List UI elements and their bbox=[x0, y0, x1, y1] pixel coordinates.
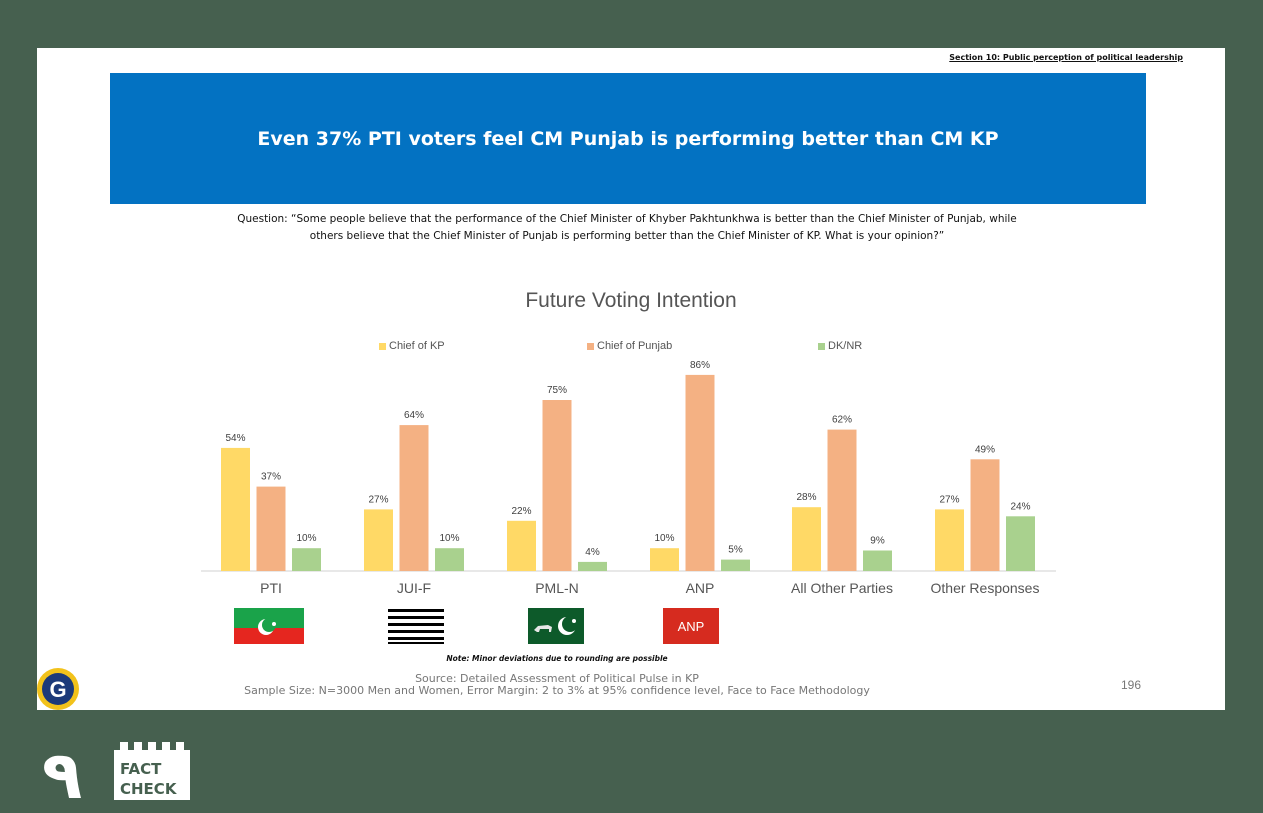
bar bbox=[221, 447, 250, 571]
legend-swatch bbox=[379, 342, 386, 350]
jui-f-flag-icon bbox=[388, 608, 444, 644]
page-number: 196 bbox=[1120, 678, 1141, 692]
logo-check: CHECK bbox=[120, 780, 178, 798]
report-slide: Section 10: Public perception of politic… bbox=[37, 48, 1225, 710]
category-label: JUI-F bbox=[397, 580, 431, 596]
bar bbox=[970, 459, 1000, 571]
bar bbox=[792, 507, 821, 571]
rounding-note: Note: Minor deviations due to rounding a… bbox=[446, 654, 668, 663]
bar-chart: 54% 37% 10% PTI 27% 64% 10% JUI-F 22% 75% 4% PML-N 1… bbox=[201, 360, 1056, 596]
fact-check-logo-icon: ٩ FACT CHECK bbox=[42, 742, 190, 802]
source-line: Source: Detailed Assessment of Political… bbox=[415, 672, 699, 685]
survey-question: Question: “Some people believe that the … bbox=[147, 211, 1107, 245]
data-label: 22% bbox=[511, 506, 531, 517]
data-label: 9% bbox=[870, 536, 885, 547]
bar bbox=[578, 561, 607, 571]
bar bbox=[364, 509, 393, 571]
g-badge-icon: G bbox=[37, 668, 79, 710]
banner-title: Even 37% PTI voters feel CM Punjab is pe… bbox=[257, 127, 999, 150]
data-label: 24% bbox=[1010, 501, 1030, 512]
bar bbox=[292, 548, 321, 571]
anp-flag-label: ANP bbox=[677, 618, 705, 634]
bar bbox=[721, 559, 750, 571]
legend-item: Chief of Punjab bbox=[587, 340, 672, 352]
chart-title: Future Voting Intention bbox=[525, 289, 737, 312]
data-label: 64% bbox=[404, 410, 424, 421]
category-label: All Other Parties bbox=[791, 580, 893, 596]
data-label: 4% bbox=[585, 547, 600, 558]
category-label: Other Responses bbox=[931, 580, 1040, 596]
bar bbox=[685, 374, 715, 571]
bar bbox=[827, 429, 857, 571]
legend-item: DK/NR bbox=[818, 340, 862, 352]
legend-label: DK/NR bbox=[828, 340, 863, 352]
data-label: 10% bbox=[296, 533, 316, 544]
g-badge-letter: G bbox=[49, 677, 66, 702]
anp-flag-icon: ANP bbox=[663, 608, 719, 644]
legend-label: Chief of KP bbox=[389, 340, 445, 352]
sample-size-line: Sample Size: N=3000 Men and Women, Error… bbox=[244, 684, 870, 697]
data-label: 37% bbox=[261, 472, 281, 483]
bar bbox=[863, 550, 892, 571]
bar bbox=[256, 486, 286, 571]
data-label: 10% bbox=[654, 533, 674, 544]
data-label: 54% bbox=[225, 433, 245, 444]
pti-flag-icon bbox=[234, 608, 304, 644]
chart-legend: Chief of KP Chief of Punjab DK/NR bbox=[37, 340, 1225, 356]
legend-swatch bbox=[818, 342, 825, 350]
bar bbox=[935, 509, 964, 571]
bar bbox=[435, 548, 464, 571]
legend-label: Chief of Punjab bbox=[597, 340, 673, 352]
bar bbox=[650, 548, 679, 571]
data-label: 49% bbox=[975, 444, 995, 455]
category-label: PML-N bbox=[535, 580, 579, 596]
section-header: Section 10: Public perception of politic… bbox=[949, 53, 1183, 62]
bar bbox=[399, 425, 429, 571]
data-label: 27% bbox=[368, 494, 388, 505]
bar bbox=[507, 520, 536, 571]
data-label: 5% bbox=[728, 545, 743, 556]
logo-fact: FACT bbox=[120, 760, 162, 778]
category-label: ANP bbox=[686, 580, 715, 596]
data-label: 62% bbox=[832, 415, 852, 426]
data-label: 10% bbox=[439, 533, 459, 544]
data-label: 27% bbox=[939, 494, 959, 505]
data-label: 75% bbox=[547, 385, 567, 396]
legend-item: Chief of KP bbox=[379, 340, 445, 352]
category-label: PTI bbox=[260, 580, 282, 596]
bar bbox=[1006, 516, 1035, 571]
question-line-2: others believe that the Chief Minister o… bbox=[309, 230, 945, 242]
pml-n-flag-icon bbox=[524, 608, 584, 644]
legend-swatch bbox=[587, 342, 594, 350]
data-label: 28% bbox=[796, 492, 816, 503]
question-line-1: Question: “Some people believe that the … bbox=[237, 213, 1017, 225]
title-banner: Even 37% PTI voters feel CM Punjab is pe… bbox=[110, 73, 1146, 204]
bar bbox=[542, 400, 572, 571]
logo-brand-numeral: ٩ bbox=[42, 742, 82, 802]
data-label: 86% bbox=[690, 360, 710, 371]
